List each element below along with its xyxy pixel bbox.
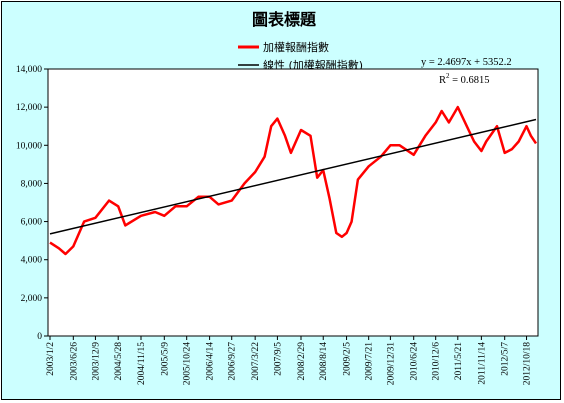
x-tick-label-21: 2012/10/18 (523, 342, 533, 386)
x-tick-label-19: 2011/11/14 (477, 342, 487, 385)
x-tick-label-6: 2005/10/24 (183, 342, 193, 386)
plot-area (47, 68, 539, 337)
y-tick-label-2: 4,000 (21, 256, 43, 266)
r-squared-suffix: = 0.6815 (450, 75, 490, 86)
x-tick-label-9: 2007/3/22 (251, 342, 261, 381)
trendline-equation-text: y = 2.4697x + 5352.2 (421, 57, 512, 68)
x-tick-label-10: 2007/9/5 (273, 342, 283, 376)
y-tick-label-6: 12,000 (16, 103, 42, 113)
y-axis: 0 2,000 4,000 6,000 8,000 10,000 12,000 14,000 (16, 65, 48, 342)
y-tick-label-4: 8,000 (21, 179, 43, 189)
series-line-0 (49, 105, 538, 256)
trendline-linear (49, 118, 537, 235)
x-tick-label-8: 2006/9/27 (228, 342, 238, 381)
r-squared-text: R2 = 0.6815 (439, 72, 490, 86)
y-tick-label-3: 6,000 (21, 218, 43, 228)
x-tick-label-4: 2004/11/15 (137, 342, 147, 385)
x-tick-label-2: 2003/12/9 (91, 342, 101, 381)
x-tick-label-17: 2010/12/6 (432, 342, 442, 381)
legend-label-0: 加權報酬指數 (263, 40, 329, 54)
series-layer (49, 105, 538, 256)
trendline-equation: y = 2.4697x + 5352.2 R2 = 0.6815 (421, 57, 512, 86)
x-tick-label-16: 2010/6/24 (410, 342, 420, 381)
y-tick-label-5: 10,000 (16, 141, 42, 151)
x-tick-label-14: 2009/7/21 (365, 342, 375, 381)
r-squared-sup: 2 (446, 72, 450, 80)
x-tick-label-18: 2011/5/21 (454, 342, 464, 380)
x-tick-label-3: 2004/5/28 (114, 342, 124, 381)
y-tick-label-7: 14,000 (16, 65, 42, 75)
x-tick-label-7: 2006/4/14 (206, 342, 216, 381)
chart-title: 圖表標題 (252, 10, 317, 29)
legend: 加權報酬指數 線性 (加權報酬指數) (238, 40, 363, 72)
x-tick-label-0: 2003/1/2 (46, 342, 56, 376)
r-squared-prefix: R (439, 75, 446, 86)
y-tick-label-1: 2,000 (21, 294, 43, 304)
x-tick-label-15: 2009/12/31 (386, 342, 396, 386)
x-tick-label-1: 2003/6/26 (69, 342, 79, 381)
x-tick-label-5: 2005/5/9 (160, 342, 170, 376)
x-axis: 2003/1/2 2003/6/26 2003/12/9 2004/5/28 2004/… (46, 336, 533, 385)
x-tick-label-13: 2009/2/5 (343, 342, 353, 376)
x-tick-label-11: 2008/2/29 (297, 342, 307, 381)
y-tick-label-0: 0 (37, 332, 42, 342)
x-tick-label-12: 2008/8/14 (319, 342, 329, 381)
x-tick-label-20: 2012/5/7 (501, 342, 511, 376)
